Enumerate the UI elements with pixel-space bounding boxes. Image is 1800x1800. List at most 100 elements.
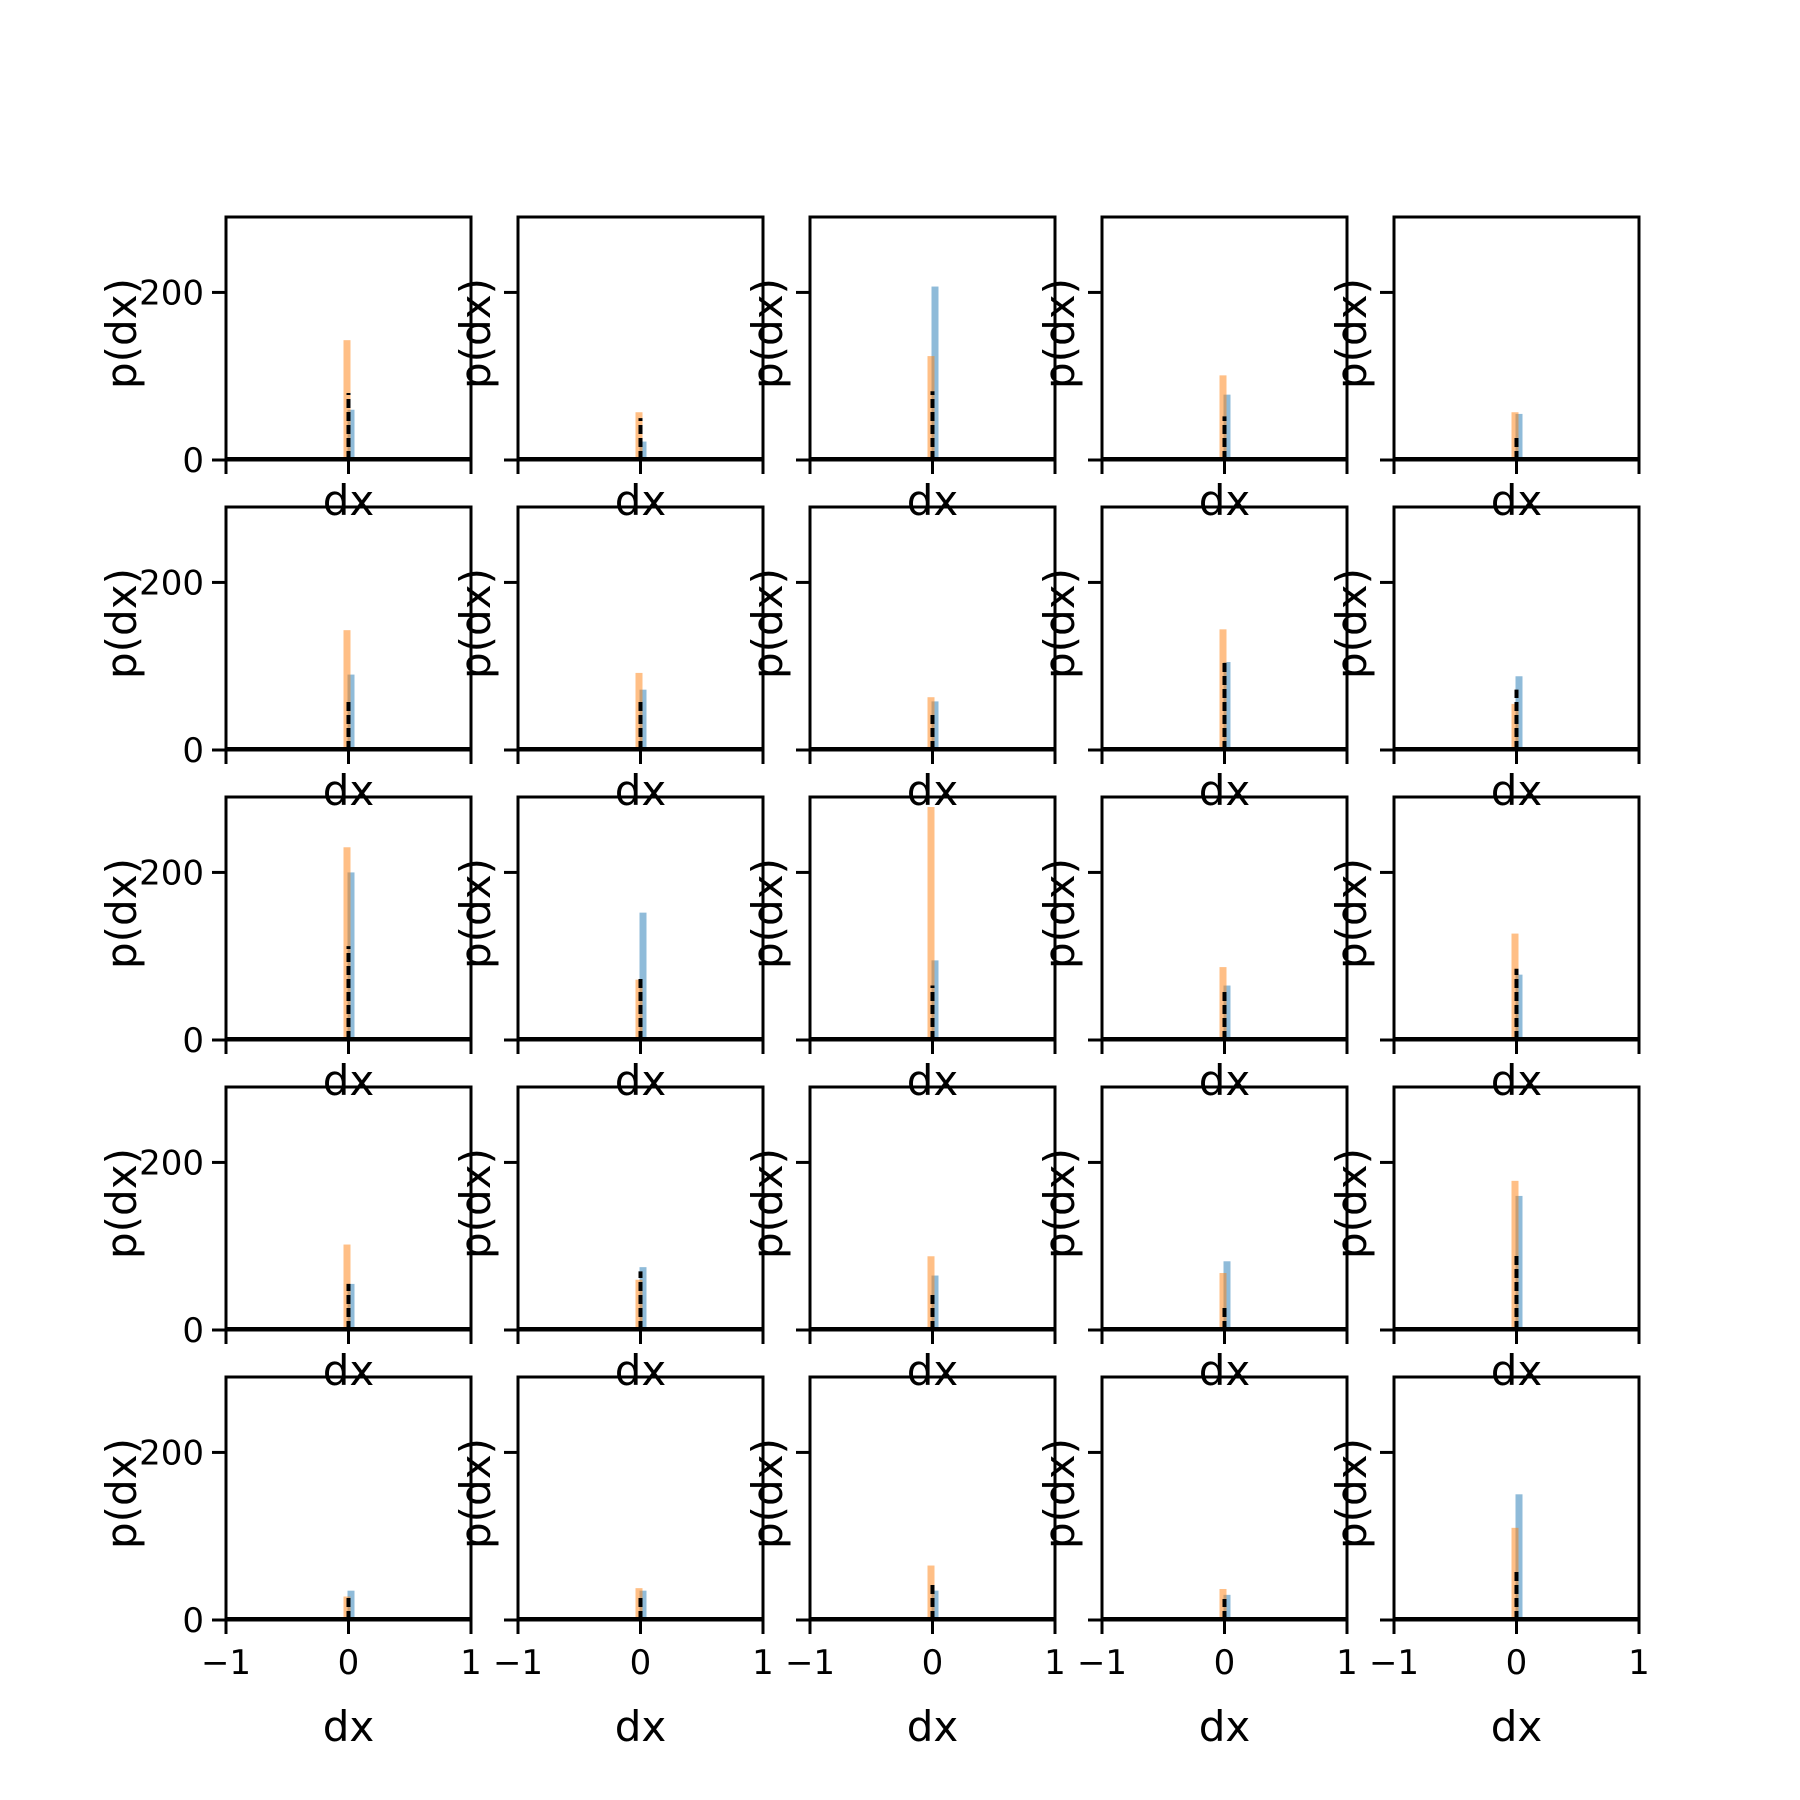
bar-blue: [1223, 662, 1231, 750]
y-tick-label: 200: [139, 853, 204, 893]
bar-orange: [927, 807, 935, 1040]
y-axis-label: p(dx): [743, 278, 792, 389]
y-axis-label: p(dx): [451, 568, 500, 679]
subplot-r3-c2: dx p(dx): [451, 795, 765, 1105]
subplot-r1-c5: dx p(dx): [1327, 215, 1641, 525]
bar-blue: [1515, 413, 1523, 460]
x-tick-label: 1: [460, 1643, 482, 1683]
y-axis-label: p(dx): [1035, 858, 1084, 969]
bar-orange: [343, 630, 351, 750]
subplot-r4-c4: dx p(dx): [1035, 1085, 1349, 1395]
bar-orange: [927, 356, 935, 460]
bar-blue: [639, 1590, 647, 1620]
x-axis-label: dx: [1199, 766, 1251, 815]
y-axis-label: p(dx): [1327, 568, 1376, 679]
bar-blue: [931, 701, 939, 750]
y-axis-label: p(dx): [451, 1148, 500, 1259]
y-axis-label: p(dx): [743, 568, 792, 679]
subplot-r2-c3: dx p(dx): [743, 505, 1057, 815]
x-axis-label: dx: [323, 1056, 375, 1105]
y-axis-label: p(dx): [1327, 278, 1376, 389]
subplot-r1-c3: dx p(dx): [743, 215, 1057, 525]
x-tick-label: −1: [1077, 1643, 1127, 1683]
y-axis-label: p(dx): [451, 278, 500, 389]
y-axis-label: p(dx): [97, 1148, 146, 1259]
y-tick-label: 200: [139, 1143, 204, 1183]
bar-blue: [347, 409, 355, 460]
y-axis-label: p(dx): [743, 1148, 792, 1259]
y-axis-label: p(dx): [97, 858, 146, 969]
subplot-r4-c1: 0 200 dx p(dx): [97, 1085, 473, 1395]
x-axis-label: dx: [907, 1346, 959, 1395]
y-tick-label: 200: [139, 1433, 204, 1473]
y-tick-label: 0: [182, 441, 204, 481]
bar-orange: [343, 1596, 351, 1620]
x-axis-label: dx: [1199, 476, 1251, 525]
subplot-r3-c4: dx p(dx): [1035, 795, 1349, 1105]
y-tick-label: 0: [182, 1601, 204, 1641]
subplot-r3-c5: dx p(dx): [1327, 795, 1641, 1105]
x-axis-label: dx: [615, 1702, 667, 1751]
x-axis-label: dx: [907, 476, 959, 525]
subplot-r5-c4: −1 0 1 dx p(dx): [1035, 1375, 1358, 1751]
subplot-r5-c3: −1 0 1 dx p(dx): [743, 1375, 1066, 1751]
bar-blue: [1515, 676, 1523, 750]
y-axis-label: p(dx): [1035, 1438, 1084, 1549]
x-tick-label: 0: [922, 1643, 944, 1683]
x-tick-label: −1: [1369, 1643, 1419, 1683]
bar-blue: [639, 441, 647, 460]
subplot-r5-c5: −1 0 1 dx p(dx): [1327, 1375, 1650, 1751]
y-axis-label: p(dx): [1035, 568, 1084, 679]
bar-blue: [347, 872, 355, 1040]
bar-orange: [635, 1279, 643, 1330]
y-tick-label: 0: [182, 1311, 204, 1351]
axes-frame: [224, 1375, 473, 1622]
subplot-r3-c3: dx p(dx): [743, 795, 1057, 1105]
x-tick-label: 0: [338, 1643, 360, 1683]
x-tick-label: 1: [1628, 1643, 1650, 1683]
x-axis-label: dx: [615, 1056, 667, 1105]
bar-blue: [931, 1590, 939, 1620]
subplot-r5-c2: −1 0 1 dx p(dx): [451, 1375, 774, 1751]
subplot-r4-c3: dx p(dx): [743, 1085, 1057, 1395]
x-axis-label: dx: [323, 476, 375, 525]
x-axis-label: dx: [907, 1702, 959, 1751]
x-axis-label: dx: [615, 1346, 667, 1395]
y-axis-label: p(dx): [743, 858, 792, 969]
subplot-r1-c4: dx p(dx): [1035, 215, 1349, 525]
bar-orange: [1219, 1273, 1227, 1330]
x-axis-label: dx: [1199, 1346, 1251, 1395]
x-axis-label: dx: [1491, 1702, 1543, 1751]
bar-blue: [1223, 985, 1231, 1040]
y-axis-label: p(dx): [451, 1438, 500, 1549]
subplot-r2-c2: dx p(dx): [451, 505, 765, 815]
bar-blue: [347, 1590, 355, 1620]
bar-blue: [1223, 1594, 1231, 1620]
bar-blue: [639, 689, 647, 750]
x-axis-label: dx: [615, 766, 667, 815]
subplot-r4-c2: dx p(dx): [451, 1085, 765, 1395]
axes-frame: [516, 1375, 765, 1622]
bar-blue: [1515, 1195, 1523, 1330]
x-tick-label: −1: [201, 1643, 251, 1683]
subplot-r3-c1: 0 200 dx p(dx): [97, 795, 473, 1105]
subplot-r2-c4: dx p(dx): [1035, 505, 1349, 815]
bar-blue: [1515, 1494, 1523, 1620]
x-axis-label: dx: [615, 476, 667, 525]
x-axis-label: dx: [1491, 1056, 1543, 1105]
x-tick-label: 1: [1044, 1643, 1066, 1683]
x-axis-label: dx: [1491, 476, 1543, 525]
bar-blue: [1223, 394, 1231, 460]
bar-blue: [1515, 974, 1523, 1040]
bar-blue: [931, 286, 939, 460]
x-axis-label: dx: [1491, 1346, 1543, 1395]
x-tick-label: 0: [1214, 1643, 1236, 1683]
x-axis-label: dx: [1199, 1056, 1251, 1105]
x-tick-label: 0: [1506, 1643, 1528, 1683]
axes-frame: [1100, 1375, 1349, 1622]
subplot-r1-c1: 0 200 dx p(dx): [97, 215, 473, 525]
bar-orange: [927, 1256, 935, 1330]
bar-orange: [343, 847, 351, 1040]
bar-blue: [639, 912, 647, 1040]
